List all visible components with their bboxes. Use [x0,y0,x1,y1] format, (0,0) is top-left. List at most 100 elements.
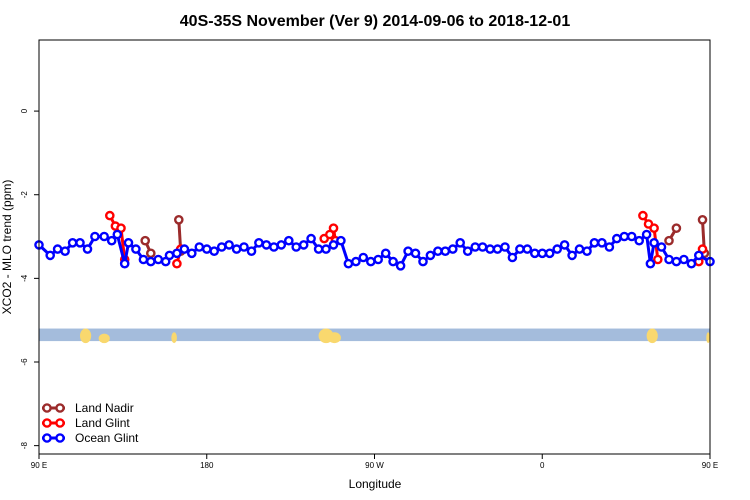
data-point [582,246,592,256]
land-mass [80,328,92,344]
data-point [447,244,458,254]
data-point [328,223,339,233]
data-point [530,248,540,259]
land-mass [98,333,110,344]
data-point [686,258,697,269]
y-tick-label: -4 [20,274,29,282]
data-point [626,231,637,242]
data-point [477,242,488,252]
data-point [67,237,78,248]
y-tick-label: -8 [20,442,29,450]
data-point [138,254,149,265]
data-point [60,246,70,256]
data-point [671,256,682,267]
data-point [645,258,656,269]
data-point [224,240,234,250]
data-point [612,233,622,244]
chart-title: 40S-35S November (Ver 9) 2014-09-06 to 2… [180,13,571,30]
data-point [145,256,156,267]
legend-marker-left [42,403,52,413]
data-point [433,246,443,256]
data-point [559,240,570,250]
legend-marker-left [42,433,52,443]
data-point [388,256,398,267]
data-point [425,250,436,261]
data-point [254,237,264,248]
data-point [123,237,134,248]
data-point [172,258,182,269]
land-mass [646,328,658,344]
data-point [45,250,56,261]
data-point [164,250,175,261]
series-layer [34,210,715,271]
y-axis-label: XCO2 - MLO trend (ppm) [0,180,14,315]
data-point [694,250,704,261]
data-point [507,252,518,263]
data-point [173,214,184,225]
land-mass [327,332,341,344]
data-point [306,233,316,244]
data-point [671,223,682,233]
data-point [380,248,391,259]
data-point [395,260,406,271]
map-strip [39,328,710,344]
legend-label: Land Nadir [75,401,134,415]
x-tick-label: 0 [540,461,545,470]
data-point [336,235,346,246]
data-point [261,240,272,250]
x-tick-label: 90 E [31,461,47,470]
data-point [515,244,525,254]
data-point [455,237,466,248]
y-tick-label: 0 [20,108,29,113]
data-point [410,248,421,259]
legend-label: Land Glint [75,416,130,430]
data-point [343,258,354,269]
data-point [638,210,648,221]
x-axis: 90 E 180 90 W 0 90 E [31,454,718,470]
data-point [291,242,302,252]
data-point [269,242,279,252]
data-point [321,244,331,254]
data-point [179,244,190,254]
data-point [119,258,130,269]
legend-marker-right [55,403,65,413]
data-point [209,246,219,256]
legend-marker-right [55,418,65,428]
data-point [239,242,249,252]
legend-marker-right [55,433,65,443]
data-point [201,244,212,254]
data-point [231,244,242,254]
data-point [470,242,481,252]
data-point [153,254,164,265]
data-point [82,244,93,254]
data-point [358,252,369,263]
data-point [656,242,667,252]
data-point [544,248,555,259]
data-point [186,248,197,259]
data-point [485,244,495,254]
data-point [403,246,413,256]
data-point [131,244,141,254]
data-point [597,237,607,248]
data-point [679,254,689,265]
data-point [574,244,585,254]
data-point [351,256,361,267]
data-point [619,231,630,242]
legend-marker-left [42,418,52,428]
data-point [172,248,182,259]
data-point [298,240,309,250]
x-tick-label: 90 W [365,461,384,470]
data-point [664,235,674,246]
data-point [537,248,548,259]
data-point [105,210,115,221]
y-tick-label: -6 [20,358,29,366]
data-point [653,254,663,265]
data-point [492,244,503,254]
legend-label: Ocean Glint [75,431,139,445]
data-point [106,235,117,246]
data-point [283,235,294,246]
data-point [697,214,708,225]
data-point [140,235,150,246]
